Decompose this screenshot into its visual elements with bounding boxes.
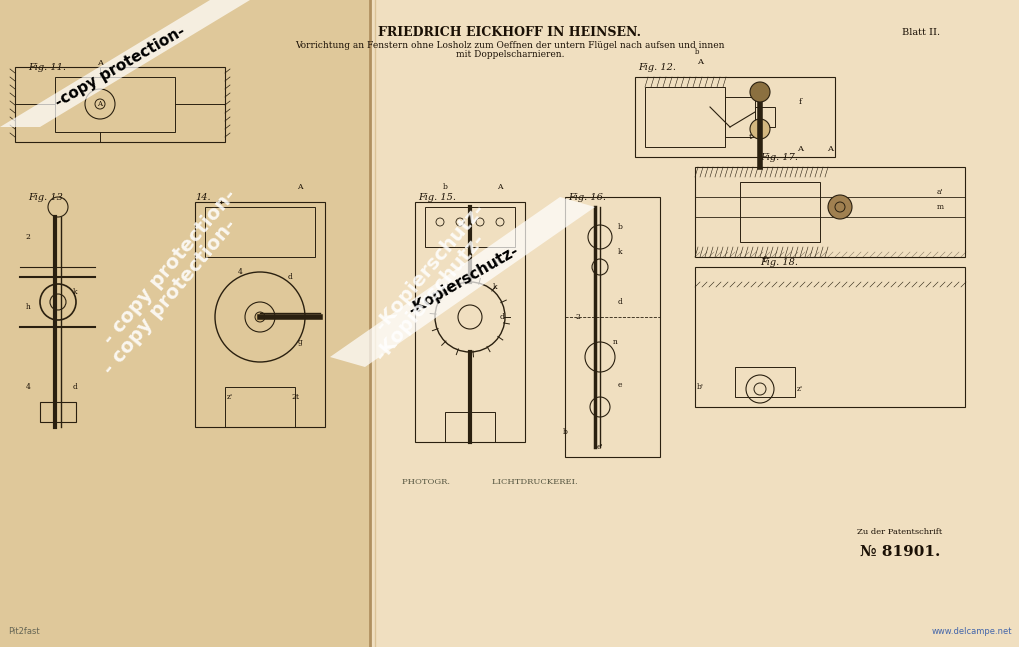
Text: Zu der Patentschrift: Zu der Patentschrift: [857, 528, 942, 536]
Text: Fig. 13.: Fig. 13.: [28, 193, 66, 201]
Bar: [635, 77, 835, 157]
Text: e': e': [596, 443, 602, 451]
Text: www.delcampe.net: www.delcampe.net: [930, 628, 1011, 637]
Text: Fig. 17.: Fig. 17.: [759, 153, 797, 162]
Bar: [15, 67, 225, 142]
Text: f: f: [798, 98, 801, 106]
Bar: [195, 202, 325, 427]
Bar: [735, 367, 794, 397]
Text: 4: 4: [237, 268, 243, 276]
Text: Fig. 15.: Fig. 15.: [418, 193, 455, 201]
Text: k: k: [72, 288, 77, 296]
Text: № 81901.: № 81901.: [859, 545, 940, 559]
Text: n: n: [217, 198, 222, 206]
Polygon shape: [330, 197, 594, 367]
Bar: [644, 87, 725, 147]
Bar: [370, 0, 1019, 647]
Text: A: A: [98, 100, 102, 108]
Text: Fig. 18.: Fig. 18.: [759, 258, 797, 267]
Text: m: m: [935, 203, 943, 211]
Text: t: t: [748, 133, 751, 141]
Text: PHOTOGR.                LICHTDRUCKEREI.: PHOTOGR. LICHTDRUCKEREI.: [401, 478, 577, 486]
Text: k: k: [492, 283, 497, 291]
Text: mit Doppelscharnieren.: mit Doppelscharnieren.: [455, 50, 564, 58]
Text: b: b: [442, 183, 447, 191]
Text: z': z': [226, 393, 232, 401]
Bar: [55, 77, 175, 132]
Text: Fig. 11.: Fig. 11.: [28, 63, 66, 72]
Circle shape: [827, 195, 851, 219]
Text: 4: 4: [25, 383, 31, 391]
Bar: [0, 0, 370, 647]
Text: FRIEDRICH EICKHOFF IN HEINSEN.: FRIEDRICH EICKHOFF IN HEINSEN.: [378, 25, 641, 39]
Bar: [739, 182, 819, 242]
Text: A: A: [796, 145, 802, 153]
Text: g: g: [298, 338, 303, 346]
Text: Pit2fast: Pit2fast: [8, 628, 40, 637]
Text: d: d: [72, 383, 77, 391]
Text: f: f: [761, 256, 765, 264]
Text: b: b: [616, 223, 622, 231]
Circle shape: [255, 312, 265, 322]
Bar: [444, 412, 494, 442]
Text: -Kopierschutz-: -Kopierschutz-: [405, 243, 520, 318]
Text: n: n: [612, 338, 616, 346]
Text: Fig. 12.: Fig. 12.: [637, 63, 676, 72]
Text: h: h: [25, 303, 31, 311]
Text: b': b': [696, 383, 703, 391]
Bar: [565, 197, 659, 457]
Text: b: b: [562, 428, 567, 436]
Text: a': a': [935, 188, 943, 196]
Circle shape: [749, 119, 769, 139]
Text: 2: 2: [575, 313, 580, 321]
Text: Vorrichtung an Fenstern ohne Losholz zum Oeffnen der untern Flügel nach aufsen u: Vorrichtung an Fenstern ohne Losholz zum…: [294, 41, 725, 50]
Bar: [425, 207, 515, 247]
Bar: [415, 202, 525, 442]
Text: d: d: [616, 298, 622, 306]
Bar: [205, 207, 315, 257]
Text: k: k: [618, 248, 622, 256]
Bar: [694, 167, 964, 257]
Polygon shape: [0, 0, 250, 127]
Bar: [694, 267, 964, 407]
Text: Blatt II.: Blatt II.: [901, 28, 940, 36]
Bar: [725, 97, 754, 137]
Bar: [40, 402, 76, 422]
Text: -Kopierschutz-: -Kopierschutz-: [371, 200, 488, 334]
Text: d: d: [499, 313, 504, 321]
Text: d: d: [287, 273, 292, 281]
Text: z': z': [796, 385, 802, 393]
Text: 2t: 2t: [290, 393, 299, 401]
Text: A: A: [826, 145, 833, 153]
Text: A: A: [97, 59, 103, 67]
Text: 2: 2: [25, 233, 31, 241]
Text: b: b: [694, 48, 699, 56]
Text: A: A: [297, 183, 303, 191]
Text: -copy protection-: -copy protection-: [52, 24, 187, 111]
Text: 14.: 14.: [195, 193, 210, 201]
Text: Fig. 16.: Fig. 16.: [568, 193, 605, 201]
Bar: [225, 387, 294, 427]
Text: - copy protection-: - copy protection-: [100, 216, 240, 378]
Text: -Kopierschutz-: -Kopierschutz-: [371, 230, 488, 364]
Circle shape: [749, 82, 769, 102]
Text: A: A: [497, 183, 502, 191]
Text: - copy protection-: - copy protection-: [100, 186, 240, 348]
Text: A: A: [696, 58, 702, 66]
Bar: [754, 107, 774, 127]
Text: e: e: [618, 381, 622, 389]
